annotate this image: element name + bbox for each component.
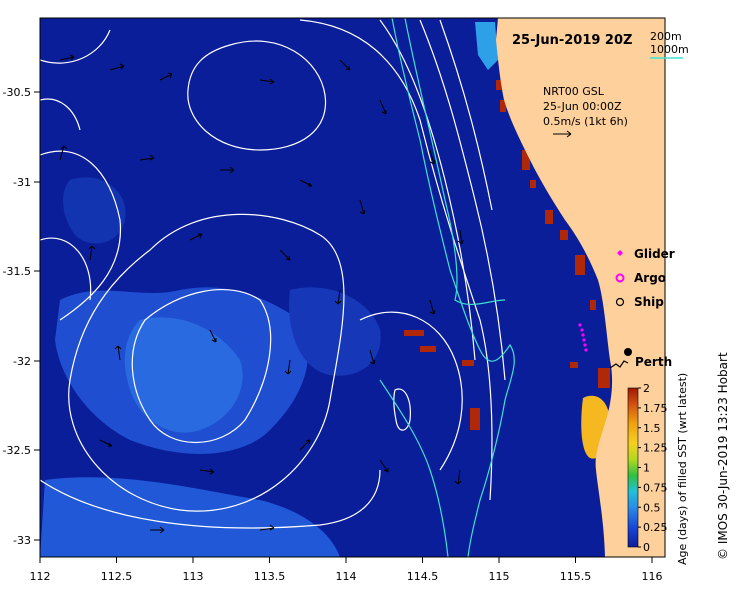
x-tick-label: 115.5	[560, 570, 592, 583]
x-tick-label: 114	[336, 570, 357, 583]
colorbar-tick-label: 0.5	[643, 501, 661, 514]
credit-text: © IMOS 30-Jun-2019 13:23 Hobart	[716, 352, 730, 560]
x-tick-label: 112.5	[101, 570, 133, 583]
vector-scale-arrow	[553, 130, 572, 138]
colorbar-tick-label: 1.5	[643, 422, 661, 435]
y-tick-label: -33	[13, 534, 31, 547]
y-tick-label: -30.5	[3, 86, 31, 99]
colorbar-tick-label: 0.75	[643, 481, 668, 494]
map-frame	[39, 17, 666, 558]
glider-symbol	[617, 250, 623, 256]
x-axis: 112 112.5 113 113.5 114 114.5 115 115.5 116	[30, 557, 663, 583]
legend-ship-label: Ship	[634, 295, 664, 309]
perth-marker	[624, 348, 632, 356]
x-tick-label: 116	[642, 570, 663, 583]
y-axis: -30.5 -31 -31.5 -32 -32.5 -33	[3, 86, 40, 547]
colorbar-tick-label: 2	[643, 382, 650, 395]
legend-glider-label: Glider	[634, 247, 675, 261]
colorbar-tick-label: 1.25	[643, 442, 668, 455]
colorbar-tick-label: 1	[643, 462, 650, 475]
land-mass	[496, 18, 665, 557]
isobath-200m-label: 200m	[650, 30, 682, 43]
x-tick-label: 114.5	[407, 570, 439, 583]
isobath-1000m-label: 1000m	[650, 43, 689, 56]
colorbar-tick-label: 1.75	[643, 402, 668, 415]
colorbar-ramp	[627, 387, 639, 548]
observation-legend: Glider Argo Ship	[615, 247, 675, 309]
colorbar-tick-label: 0.25	[643, 521, 668, 534]
perth-river	[609, 360, 629, 369]
isobath-1000m	[379, 18, 515, 557]
product-date: 25-Jun 00:00Z	[543, 100, 622, 113]
product-name: NRT00 GSL	[543, 85, 605, 98]
x-tick-label: 113	[183, 570, 204, 583]
glider-track	[578, 323, 588, 352]
colorbar-tick-label: 0	[643, 541, 650, 554]
legend-argo-label: Argo	[634, 271, 666, 285]
argo-symbol	[615, 273, 625, 283]
age-colorbar: 2 1.75 1.5 1.25 1 0.75 0.5 0.25 0 Age (days) of …	[627, 373, 689, 565]
x-tick-label: 113.5	[254, 570, 286, 583]
x-tick-label: 112	[30, 570, 51, 583]
y-tick-label: -32.5	[3, 444, 31, 457]
y-tick-label: -32	[13, 355, 31, 368]
ship-symbol	[615, 297, 625, 307]
perth-label: Perth	[635, 355, 672, 369]
y-tick-label: -31	[13, 176, 31, 189]
colorbar-label: Age (days) of filled SST (wrt latest)	[676, 373, 689, 565]
y-tick-label: -31.5	[3, 265, 31, 278]
current-vectors	[59, 54, 464, 534]
coastal-warm-pixels	[404, 80, 610, 430]
x-tick-label: 115	[489, 570, 510, 583]
sst-patches	[40, 22, 611, 557]
map-panel	[40, 18, 665, 557]
map-title: 25-Jun-2019 20Z	[512, 33, 632, 48]
vector-scale-label: 0.5m/s (1kt 6h)	[543, 115, 628, 128]
